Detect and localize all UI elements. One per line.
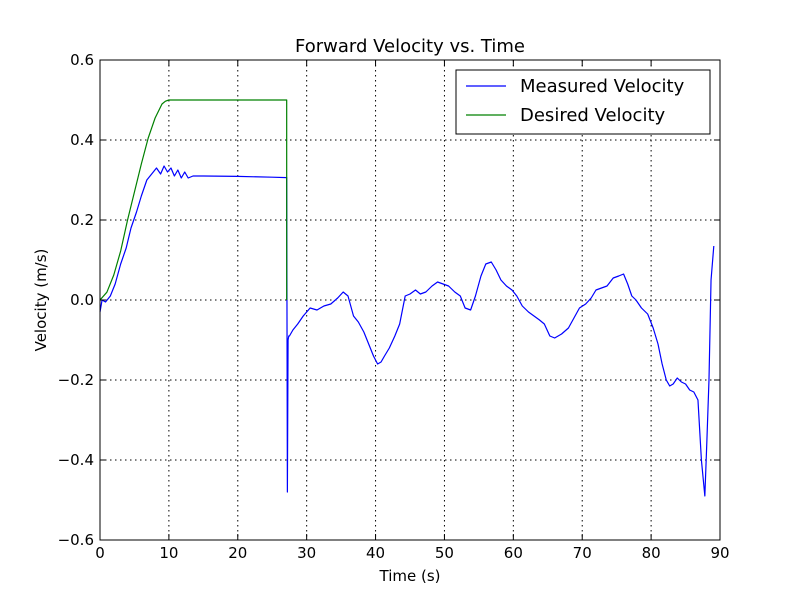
series-line-measured-velocity	[99, 165, 715, 497]
x-tick-label: 60	[504, 544, 523, 562]
y-tick-label: −0.4	[58, 451, 94, 469]
x-tick-label: 10	[159, 544, 178, 562]
y-tick-label: 0.2	[70, 211, 94, 229]
x-tick-label: 70	[573, 544, 592, 562]
x-tick-label: 90	[710, 544, 729, 562]
legend-label-measured-velocity: Measured Velocity	[520, 76, 685, 97]
y-tick-label: 0.0	[70, 291, 94, 309]
legend: Measured Velocity Desired Velocity	[455, 69, 711, 135]
plot-series	[99, 99, 715, 497]
x-tick-label: 80	[642, 544, 661, 562]
x-axis-label: Time (s)	[379, 567, 441, 585]
axis-ticks: 0 10 20 30 40 50 60 70 80 90 −0.6 −0.4 −0.2 0.0 0.2 0.4…	[58, 51, 730, 562]
x-tick-label: 50	[435, 544, 454, 562]
y-tick-label: −0.6	[58, 531, 94, 549]
y-tick-label: 0.4	[70, 131, 94, 149]
x-tick-label: 40	[366, 544, 385, 562]
legend-box	[455, 69, 711, 135]
x-tick-label: 0	[95, 544, 105, 562]
series-line-desired-velocity	[99, 99, 288, 301]
x-tick-label: 20	[228, 544, 247, 562]
legend-label-desired-velocity: Desired Velocity	[520, 105, 665, 126]
y-tick-label: −0.2	[58, 371, 94, 389]
y-axis-label: Velocity (m/s)	[32, 249, 50, 352]
x-tick-label: 30	[297, 544, 316, 562]
chart-title: Forward Velocity vs. Time	[295, 36, 525, 57]
y-tick-label: 0.6	[70, 51, 94, 69]
